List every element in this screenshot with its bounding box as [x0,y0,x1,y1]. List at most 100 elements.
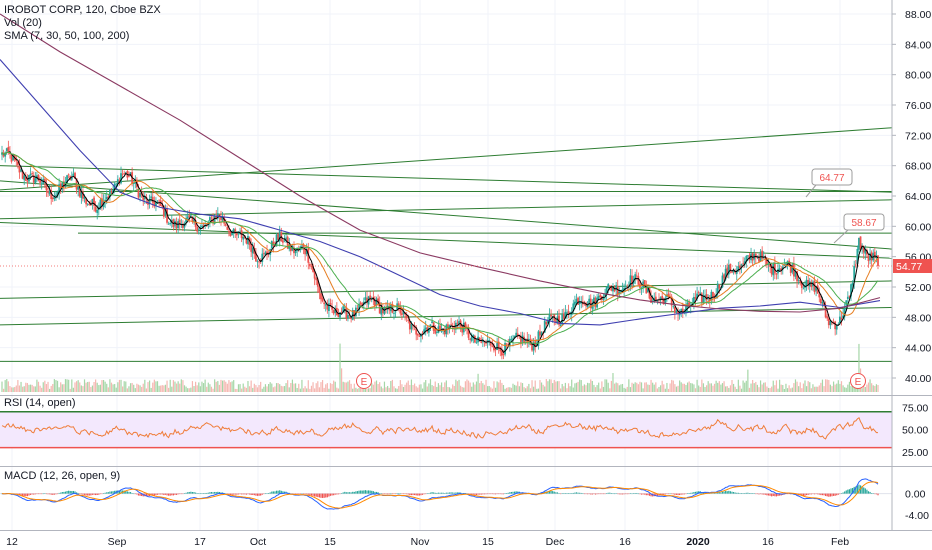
volume-bar [385,387,387,392]
volume-bar [66,379,68,392]
volume-bar [574,383,576,392]
candle-body [110,191,113,193]
macd-hist-bar [45,493,48,495]
volume-bar [464,381,466,392]
macd-hist-bar [510,491,513,494]
macd-hist-bar [268,492,270,494]
volume-bar [729,385,732,392]
candle-body [23,175,26,180]
macd-hist-bar [82,493,84,495]
volume-bar [106,383,108,392]
candle-body [567,311,570,315]
macd-hist-bar [745,492,747,494]
macd-hist-bar [301,493,303,495]
candle-body [278,231,281,241]
volume-bar [336,387,338,392]
volume-bar [195,381,197,392]
macd-hist-bar [434,492,436,494]
candle-body [277,233,280,240]
macd-hist-bar [634,493,636,494]
macd-hist-bar [552,491,554,494]
volume-bar [7,381,9,392]
macd-hist-bar [210,492,213,494]
candle-body [835,324,838,330]
macd-hist-bar [874,493,876,495]
candle-body [456,322,459,324]
volume-bar [148,380,151,392]
macd-hist-bar [179,493,181,495]
candle-body [545,322,548,325]
candle-body [710,291,713,301]
macd-hist-bar [117,490,119,494]
candle-body [556,316,559,324]
candle-body [345,307,348,319]
macd-hist-bar [202,493,205,494]
macd-hist-bar [391,493,393,495]
macd-hist-bar [609,492,611,494]
macd-hist-bar [377,492,379,494]
candle-body [489,341,492,346]
macd-hist-bar [677,493,679,496]
macd-hist-bar [388,493,390,495]
candle-body [374,300,376,307]
candle-body [62,181,65,187]
candle-body [115,183,118,185]
candle-body [285,237,287,240]
macd-hist-bar [458,492,460,494]
macd-hist-bar [801,493,803,496]
macd-hist-bar [302,493,305,495]
volume-bar [502,385,505,392]
volume-bar [383,381,386,392]
volume-bar [871,383,873,392]
macd-hist-bar [752,493,754,494]
volume-bar [261,388,263,392]
candle-body [305,249,308,255]
volume-bar [593,384,595,392]
volume-bar [798,386,800,392]
macd-hist-bar [198,493,200,494]
macd-hist-bar [759,493,762,495]
candle-body [358,303,360,310]
volume-bar [877,385,879,392]
volume-bar [414,383,416,392]
candle-body [654,296,657,301]
candle-body [10,154,13,162]
macd-hist-bar [547,491,549,494]
price-tick-label: 52.00 [905,282,931,294]
candle-body [399,306,402,314]
candle-body [791,264,794,273]
volume-bar [82,386,84,392]
candle-body [361,303,364,307]
volume-bar [682,383,684,392]
volume-bar [772,380,774,392]
macd-hist-bar [412,493,414,496]
macd-hist-bar [740,493,743,494]
candle-body [261,253,264,262]
volume-bar [618,385,620,392]
volume-bar [713,383,716,392]
macd-hist-bar [298,493,300,495]
rsi-tick-label: 50.00 [902,425,928,437]
candle-body [143,196,146,200]
macd-hist-bar [196,493,198,494]
volume-bar [271,383,273,392]
candle-body [742,263,745,265]
volume-bar [314,388,316,392]
volume-bar [225,381,227,392]
macd-hist-bar [636,492,638,494]
volume-bar [104,381,106,392]
macd-hist-bar [455,492,457,494]
volume-bar [37,381,40,392]
volume-bar [401,384,403,392]
volume-bar [356,388,359,392]
macd-hist-bar [712,493,714,494]
candle-body [783,264,786,266]
volume-bar [764,382,766,392]
candle-body [104,199,107,202]
macd-hist-bar [264,493,267,495]
candle-body [727,264,730,275]
macd-hist-bar [252,493,254,495]
macd-hist-bar [79,493,81,495]
candle-body [242,236,245,240]
